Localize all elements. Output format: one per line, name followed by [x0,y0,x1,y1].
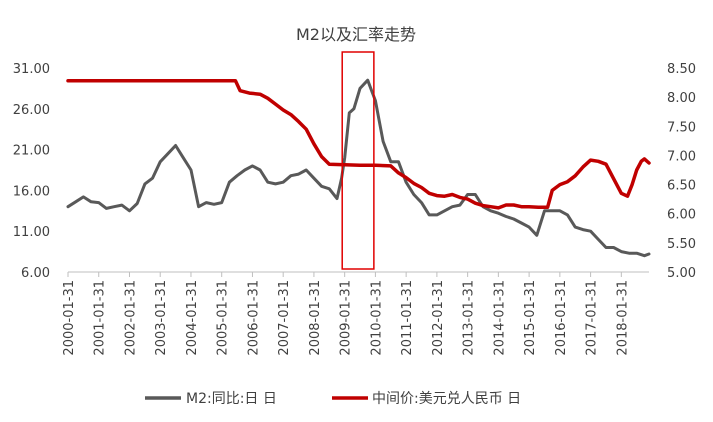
left-tick-label: 26.00 [13,103,50,118]
right-tick-label: 7.50 [667,120,696,135]
right-tick-label: 6.00 [667,208,696,223]
right-axis-ticks: 5.00 5.50 6.00 6.50 7.00 7.50 8.00 8.50 [667,62,696,281]
x-tick-label: 2018-01-31 [615,280,630,356]
x-axis-ticks: 2000-01-31 2001-01-31 2002-01-31 2003-01-31… [62,272,630,356]
right-tick-label: 6.50 [667,179,696,194]
series-line-1 [66,78,651,258]
x-tick-label: 2010-01-31 [369,280,384,356]
x-tick-label: 2015-01-31 [523,280,538,356]
right-tick-label: 8.00 [667,91,696,106]
right-tick-label: 5.50 [667,237,696,252]
x-tick-label: 2016-01-31 [554,280,569,356]
legend-label-2: 中间价:美元兑人民币 日 [372,391,521,407]
right-tick-label: 7.00 [667,149,696,164]
x-tick-label: 2003-01-31 [154,280,169,356]
legend-label-1: M2:同比:日 日 [186,391,277,407]
series-line-2 [66,79,651,210]
x-tick-label: 2017-01-31 [585,280,600,356]
x-tick-label: 2012-01-31 [431,280,446,356]
x-tick-label: 2000-01-31 [62,280,77,356]
left-tick-label: 16.00 [13,184,50,199]
left-tick-label: 31.00 [13,62,50,77]
x-tick-label: 2011-01-31 [400,280,415,356]
chart-title: M2以及汇率走势 [296,25,416,44]
series-layer [66,78,651,258]
x-tick-label: 2001-01-31 [93,280,108,356]
legend: M2:同比:日 日 中间价:美元兑人民币 日 [145,391,521,407]
left-tick-label: 21.00 [13,144,50,159]
left-tick-label: 11.00 [13,225,50,240]
right-tick-label: 8.50 [667,62,696,77]
x-tick-label: 2004-01-31 [185,280,200,356]
x-tick-label: 2002-01-31 [123,280,138,356]
x-tick-label: 2014-01-31 [492,280,507,356]
x-tick-label: 2006-01-31 [246,280,261,356]
x-tick-label: 2009-01-31 [339,280,354,356]
x-tick-label: 2013-01-31 [462,280,477,356]
left-axis-ticks: 6.00 11.00 16.00 21.00 26.00 31.00 [13,62,50,281]
x-tick-label: 2007-01-31 [277,280,292,356]
left-tick-label: 6.00 [21,266,50,281]
right-tick-label: 5.00 [667,266,696,281]
x-tick-label: 2005-01-31 [216,280,231,356]
x-tick-label: 2008-01-31 [308,280,323,356]
highlight-box [341,51,375,270]
